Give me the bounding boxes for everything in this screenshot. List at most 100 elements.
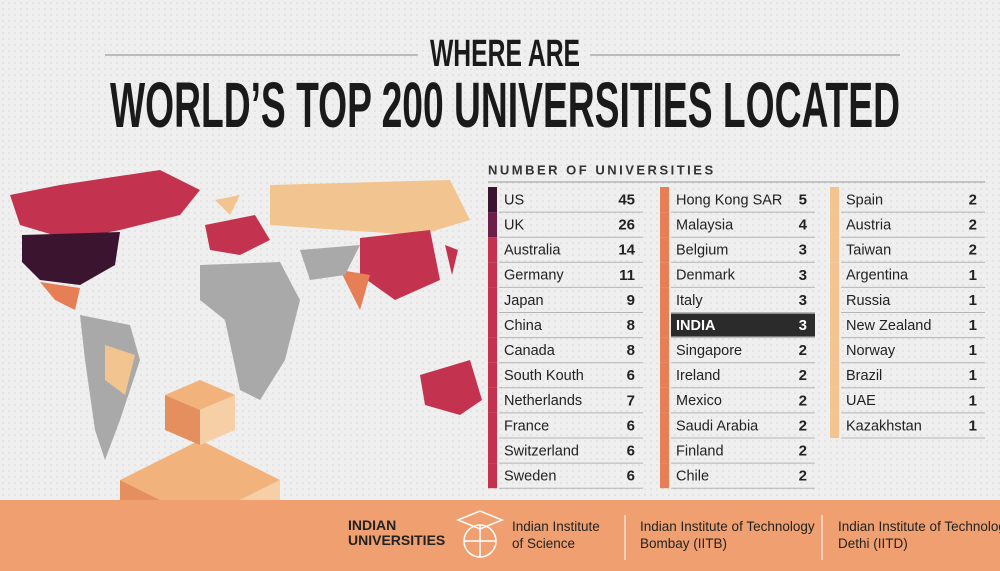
count: 3 [799, 317, 807, 334]
country: Italy [676, 293, 703, 309]
count: 14 [618, 242, 635, 259]
institute: Indian Institute of Technology Bombay (II… [640, 519, 815, 551]
country: Ireland [676, 368, 720, 384]
color-bar [488, 187, 497, 213]
color-bar [488, 337, 497, 363]
cap-icon [456, 510, 504, 558]
table-title: NUMBER OF UNIVERSITIES [488, 162, 716, 177]
color-bar [660, 262, 669, 288]
color-bar [660, 337, 669, 363]
brazil [105, 345, 135, 395]
count: 2 [799, 417, 807, 434]
color-bar [488, 212, 497, 238]
country: Belgium [676, 243, 728, 259]
country: Sweden [504, 468, 556, 484]
count: 3 [799, 292, 807, 309]
country: France [504, 418, 549, 434]
color-bar [488, 463, 497, 489]
country: Singapore [676, 343, 742, 359]
middle-east [300, 245, 360, 280]
institute: Indian Institute of Science [512, 519, 600, 551]
footer-band [0, 500, 1000, 571]
color-bar [830, 312, 839, 338]
highlight [671, 313, 815, 337]
count: 2 [969, 242, 977, 259]
country: Japan [504, 293, 544, 309]
color-bar [830, 362, 839, 388]
color-bar [488, 362, 497, 388]
color-bar [488, 312, 497, 338]
color-bar [660, 387, 669, 413]
count: 3 [799, 242, 807, 259]
south-america [80, 315, 140, 460]
count: 1 [969, 392, 977, 409]
count: 6 [627, 367, 635, 384]
country: Germany [504, 268, 564, 284]
footer-label: INDIAN UNIVERSITIES [348, 517, 445, 548]
russia [270, 180, 470, 235]
color-bar [830, 237, 839, 263]
count: 3 [799, 267, 807, 284]
count: 1 [969, 267, 977, 284]
country: Austria [846, 217, 892, 233]
count: 26 [618, 217, 635, 234]
count: 1 [969, 342, 977, 359]
country: INDIA [676, 318, 716, 334]
count: 45 [618, 192, 635, 209]
country: Spain [846, 192, 883, 208]
country: Hong Kong SAR [676, 192, 782, 208]
country: Chile [676, 468, 709, 484]
color-bar [660, 312, 669, 338]
world-map [10, 170, 482, 460]
country: US [504, 192, 524, 208]
country: Mexico [676, 393, 722, 409]
count: 2 [799, 443, 807, 460]
count: 1 [969, 367, 977, 384]
country: Brazil [846, 368, 882, 384]
country: Denmark [676, 268, 736, 284]
title-line1: WHERE ARE [430, 33, 580, 75]
mexico [40, 282, 80, 310]
country: Malaysia [676, 217, 734, 233]
count: 8 [627, 317, 635, 334]
country: Netherlands [504, 393, 582, 409]
africa [200, 262, 300, 400]
color-bar [660, 463, 669, 489]
country: Australia [504, 243, 561, 259]
country: Canada [504, 343, 556, 359]
count: 2 [799, 342, 807, 359]
count: 4 [799, 217, 808, 234]
country: Taiwan [846, 243, 891, 259]
count: 11 [619, 267, 635, 284]
country: Russia [846, 293, 891, 309]
color-bar [830, 412, 839, 438]
color-bar [830, 387, 839, 413]
europe [205, 215, 270, 255]
color-bar [660, 287, 669, 313]
country: UK [504, 217, 524, 233]
color-bar [488, 412, 497, 438]
country: Finland [676, 443, 724, 459]
color-bar [488, 237, 497, 263]
color-bar [488, 262, 497, 288]
color-bar [660, 212, 669, 238]
country: New Zealand [846, 318, 931, 334]
color-bar [660, 237, 669, 263]
count: 2 [799, 392, 807, 409]
institute: Indian Institute of Technology Dethi (IIT… [838, 519, 1000, 551]
color-bar [488, 387, 497, 413]
canada [10, 170, 200, 240]
country: Switzerland [504, 443, 579, 459]
color-bar [660, 412, 669, 438]
color-bar [488, 438, 497, 464]
color-bar [660, 187, 669, 213]
count: 6 [627, 468, 635, 485]
count: 7 [627, 392, 635, 409]
count: 6 [627, 443, 635, 460]
color-bar [830, 187, 839, 213]
india [340, 270, 370, 310]
count: 1 [969, 292, 977, 309]
country: Argentina [846, 268, 909, 284]
color-bar [660, 438, 669, 464]
